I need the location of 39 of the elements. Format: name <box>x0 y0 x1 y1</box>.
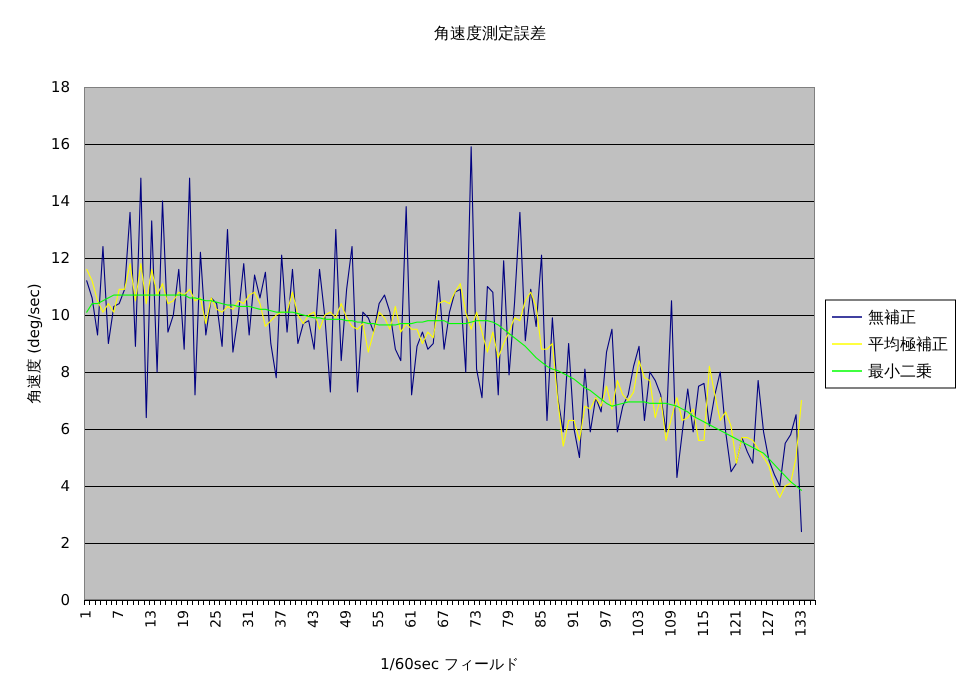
x-tick-label: 31 <box>241 610 258 628</box>
y-axis-title: 角速度 (deg/sec) <box>25 283 43 404</box>
y-tick-label: 4 <box>60 477 70 495</box>
y-tick-label: 8 <box>60 363 70 381</box>
x-tick-label: 115 <box>696 610 712 637</box>
x-tick-label: 37 <box>274 610 290 628</box>
y-tick-label: 18 <box>50 78 70 96</box>
y-tick-label: 0 <box>60 591 70 609</box>
x-tick-label: 103 <box>631 610 648 637</box>
x-tick-label: 133 <box>793 610 810 637</box>
x-tick-label: 121 <box>728 610 744 637</box>
x-tick-label: 67 <box>436 610 452 628</box>
x-tick-label: 91 <box>566 610 582 628</box>
y-tick-label: 6 <box>60 420 70 438</box>
x-tick-label: 49 <box>338 610 355 628</box>
x-tick-label: 73 <box>468 610 485 628</box>
y-tick-label: 10 <box>50 306 70 324</box>
y-tick-label: 12 <box>50 249 70 267</box>
x-tick-label: 61 <box>404 610 420 628</box>
x-axis-title: 1/60sec フィールド <box>380 655 519 673</box>
x-tick-label: 109 <box>664 610 680 637</box>
x-tick-label: 25 <box>208 610 225 628</box>
x-tick-label: 79 <box>501 610 518 628</box>
x-tick-label: 55 <box>371 610 388 628</box>
x-tick-label: 127 <box>760 610 777 637</box>
y-tick-label: 2 <box>60 534 70 552</box>
x-tick-label: 1 <box>78 610 95 619</box>
legend-label: 無補正 <box>868 308 916 326</box>
x-tick-label: 97 <box>598 610 615 628</box>
x-tick-label: 43 <box>306 610 322 628</box>
y-tick-label: 16 <box>50 135 70 153</box>
x-tick-label: 85 <box>534 610 550 628</box>
x-tick-label: 7 <box>111 610 128 619</box>
chart-title: 角速度測定誤差 <box>434 24 546 42</box>
y-tick-label: 14 <box>50 192 70 210</box>
x-tick-label: 19 <box>176 610 192 628</box>
legend-label: 平均極補正 <box>868 334 948 354</box>
legend-label: 最小二乗 <box>868 362 932 380</box>
x-tick-label: 13 <box>144 610 160 628</box>
